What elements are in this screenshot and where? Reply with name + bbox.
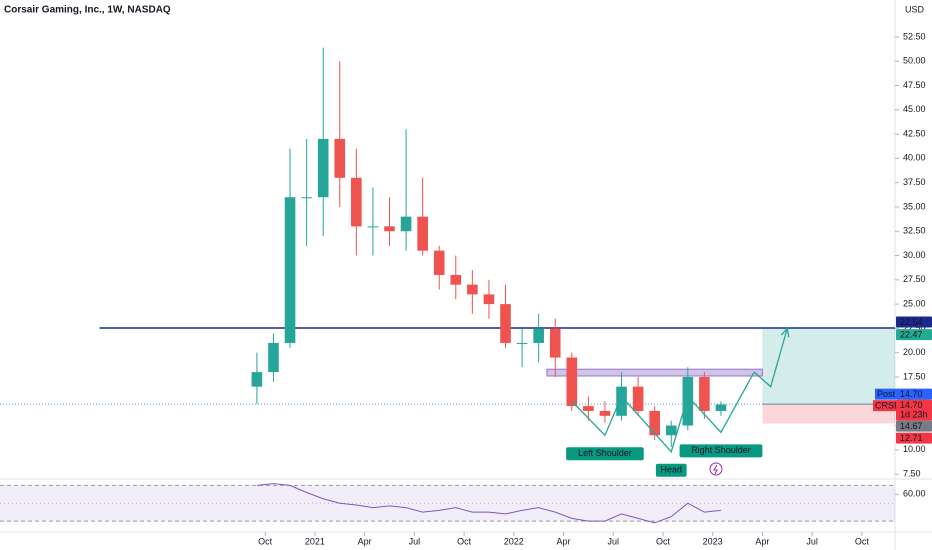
level-value: 22.54 [900, 317, 923, 327]
x-tick-label: 2023 [703, 536, 723, 546]
candle-body [317, 138, 329, 198]
x-tick-label: Apr [755, 536, 769, 546]
post-tag-label: 14.70 [900, 389, 923, 399]
x-tick-label: Oct [457, 536, 472, 546]
projection-arrowhead [780, 326, 790, 338]
annotation-box [679, 444, 763, 458]
candle-body [649, 410, 660, 436]
target-tag [896, 329, 932, 341]
countdown: 1d 23h [900, 410, 928, 420]
y-tick-label: 10.00 [903, 444, 926, 454]
rsi-tick-label: 60.00 [903, 489, 926, 499]
candle-body [433, 250, 445, 275]
candle-body [549, 328, 561, 358]
y-tick-label: 47.50 [903, 80, 926, 90]
candle-body [583, 406, 594, 411]
candle-body [467, 284, 478, 295]
candle-body [699, 376, 710, 411]
y-tick-label: 20.00 [903, 347, 926, 357]
y-tick-label: 52.50 [903, 31, 926, 41]
x-tick-label: Jul [806, 536, 818, 546]
candle-body [268, 342, 279, 373]
x-tick-label: Oct [258, 536, 273, 546]
stop-tag-label: 12.71 [900, 433, 923, 443]
target-zone [762, 328, 895, 405]
ticker: CRSR [875, 401, 901, 411]
post-name-tag [875, 388, 896, 400]
stop-tag [896, 432, 932, 444]
y-tick-label: 17.50 [903, 371, 926, 381]
x-tick-label: Oct [855, 536, 870, 546]
event-icon-bolt [713, 464, 718, 475]
candle-body [367, 226, 379, 228]
y-tick-label: 7.50 [903, 468, 921, 478]
neckline [546, 368, 763, 377]
event-icon[interactable] [709, 462, 723, 476]
y-tick-label: 25.00 [903, 298, 926, 308]
y-tick-label: 50.00 [903, 56, 926, 66]
candle-body [450, 274, 462, 285]
rsi-line [256, 483, 722, 524]
y-tick-label: 27.50 [903, 274, 926, 284]
bid-tag [896, 420, 932, 432]
y-tick-label: 42.50 [903, 128, 926, 138]
chart-title: Corsair Gaming, Inc., 1W, NASDAQ [4, 5, 171, 16]
candle-body [566, 357, 578, 407]
stop-zone [762, 404, 895, 424]
candle-body [516, 342, 528, 344]
y-tick-label: 35.00 [903, 201, 926, 211]
last-tag [896, 399, 932, 421]
x-tick-label: 2021 [305, 536, 325, 546]
candle-body [301, 197, 312, 199]
annotation-label: Right Shoulder [691, 445, 751, 455]
y-tick-label: 37.50 [903, 177, 926, 187]
candle-body [284, 197, 296, 343]
candle-body [616, 386, 627, 416]
annotation-box [566, 447, 644, 461]
annotation-label: Left Shoulder [578, 448, 632, 458]
candle-body [334, 138, 346, 178]
candle-body [251, 372, 263, 387]
x-tick-label: Apr [358, 536, 372, 546]
post-name: Post [877, 389, 896, 399]
post-tag [896, 388, 932, 400]
candle-body [351, 177, 362, 227]
ticker-tag [873, 400, 896, 412]
y-tick-label: 40.00 [903, 153, 926, 163]
candle-body [384, 226, 395, 232]
x-tick-label: Jul [409, 536, 421, 546]
y-tick-label: 32.50 [903, 226, 926, 236]
y-tick-label: 22.50 [903, 323, 926, 333]
annotation-label: Head [660, 465, 682, 475]
candle-body [400, 216, 412, 232]
last-value: 14.70 [900, 400, 923, 410]
x-tick-label: Jul [607, 536, 619, 546]
projection-line [753, 328, 788, 388]
bid-tag-label: 14.67 [900, 421, 923, 431]
candle-body [483, 294, 495, 305]
candle-body [665, 425, 677, 436]
y-tick-label: 30.00 [903, 250, 926, 260]
candle-body [682, 376, 694, 426]
x-tick-label: Apr [557, 536, 571, 546]
annotation-box [655, 463, 687, 477]
currency: USD [905, 4, 925, 14]
y-tick-label: 45.00 [903, 104, 926, 114]
level-tag [896, 316, 932, 328]
candle-body [632, 386, 644, 411]
rsi-band [0, 485, 895, 522]
candle-body [417, 216, 428, 251]
candle-body [500, 304, 511, 343]
candle-body [533, 328, 544, 343]
x-tick-label: 2022 [504, 536, 524, 546]
x-tick-label: Oct [656, 536, 671, 546]
candle-body [599, 410, 611, 416]
pattern-line [571, 371, 755, 454]
candle-body [715, 404, 727, 411]
target-value: 22.47 [900, 330, 923, 340]
